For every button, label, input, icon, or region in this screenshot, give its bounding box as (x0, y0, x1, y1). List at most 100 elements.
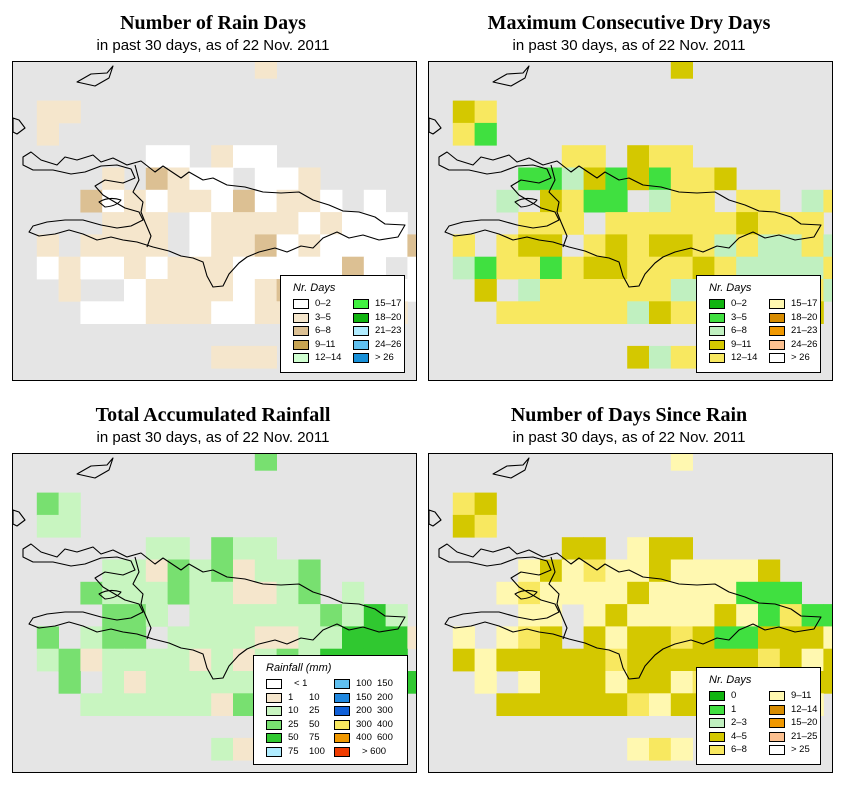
legend-range-low: 75 (288, 745, 299, 757)
grid-cell (583, 145, 606, 168)
grid-cell (496, 301, 519, 324)
grid-cell (276, 189, 299, 213)
island-outline (22, 151, 406, 288)
grid-cell (342, 234, 365, 258)
grid-cell (692, 581, 715, 605)
legend-label: 2–3 (731, 717, 747, 728)
grid-cell (124, 671, 147, 694)
grid-cell (36, 492, 59, 516)
grid-cell (736, 581, 759, 605)
legend-range-low: 400 (356, 732, 372, 743)
grid-cell (58, 492, 81, 516)
grid-cell (692, 626, 715, 650)
grid-cell (649, 581, 672, 605)
grid-cell (254, 537, 277, 560)
grid-cell (211, 256, 234, 280)
grid-cell (145, 279, 168, 302)
grid-cell (233, 301, 256, 324)
gonave-island (514, 589, 538, 600)
panel-title: Total Accumulated Rainfall (95, 404, 331, 426)
panel-subtitle: in past 30 days, as of 22 Nov. 2011 (512, 37, 746, 54)
grid-cell (145, 559, 168, 583)
grid-cell (452, 256, 475, 280)
grid-cell (670, 167, 693, 191)
grid-cell (583, 537, 606, 560)
legend-range-high: 75 (309, 732, 320, 743)
grid-cell (320, 604, 343, 627)
grid-cell (189, 301, 212, 324)
grid-cell (583, 671, 606, 694)
map-frame: Nr. Days 0–2 3–5 6–8 9–11 12–14 15–17 18–20 21–2… (12, 61, 417, 381)
grid-cell (320, 256, 343, 280)
cuba-coast (76, 457, 114, 479)
legend-box: Nr. Days 0–2 3–5 6–8 9–11 12–14 15–17 18–20 21–2… (696, 275, 821, 373)
grid-cell (605, 234, 628, 258)
grid-cell (758, 559, 781, 583)
legend-swatch (769, 353, 785, 363)
grid-cell (649, 671, 672, 694)
grid-cell (254, 559, 277, 583)
grid-cell (627, 279, 650, 302)
legend-swatch (353, 339, 369, 350)
grid-cell (211, 671, 234, 694)
grid-cell (167, 256, 190, 280)
grid-cell (496, 693, 519, 716)
grid-cell (36, 256, 59, 280)
grid-cell (583, 301, 606, 324)
grid-cell (670, 693, 693, 716)
grid-cell (561, 256, 584, 280)
grid-cell (189, 693, 212, 716)
grid-cell (385, 626, 408, 650)
legend-swatch (353, 299, 369, 309)
panel-days-since-rain: Number of Days Since Rain in past 30 day… (416, 392, 842, 782)
grid-cell (363, 604, 386, 627)
grid-cell (583, 256, 606, 280)
grid-cell (823, 648, 832, 672)
grid-cell (540, 671, 563, 694)
grid-cell (540, 301, 563, 324)
grid-cell (211, 167, 234, 191)
grid-cell (627, 648, 650, 672)
legend-label: 24–26 (375, 338, 402, 350)
grid-cell (211, 537, 234, 560)
grid-cell (583, 648, 606, 672)
map-frame: Rainfall (mm) < 1 1 10 10 25 25 50 50 75 75 100 100 1… (12, 453, 417, 773)
grid-cell (298, 604, 321, 627)
grid-cell (670, 212, 693, 235)
grid-cell (58, 671, 81, 694)
grid-cell (80, 648, 103, 672)
grid-cell (189, 648, 212, 672)
grid-cell (670, 279, 693, 302)
grid-cell (627, 537, 650, 560)
panel-title: Maximum Consecutive Dry Days (487, 12, 771, 34)
panel-title: Number of Days Since Rain (510, 404, 748, 426)
grid-cell (496, 256, 519, 280)
grid-cell (80, 189, 103, 213)
legend-swatch (709, 299, 725, 309)
legend-swatch (769, 299, 785, 309)
grid-cell (276, 604, 299, 627)
legend-swatch (709, 353, 725, 363)
grid-cell (167, 145, 190, 168)
grid-cell (167, 189, 190, 213)
grid-cell (145, 537, 168, 560)
grid-cell (496, 189, 519, 213)
grid-cell (167, 537, 190, 560)
grid-cell (583, 189, 606, 213)
grid-cell (627, 234, 650, 258)
legend-label: 9–11 (315, 338, 336, 350)
legend-label: > 26 (791, 352, 810, 363)
grid-cell (276, 167, 299, 191)
grid-cell (605, 626, 628, 650)
grid-cell (823, 626, 832, 650)
grid-cell (758, 234, 781, 258)
grid-cell (233, 345, 256, 369)
grid-cell (736, 559, 759, 583)
legend-range-high: 150 (377, 678, 393, 689)
legend-swatch (266, 719, 282, 730)
grid-cell (692, 256, 715, 280)
grid-cell (167, 671, 190, 694)
legend-range-low: 25 (288, 718, 299, 730)
grid-cell (102, 626, 125, 650)
legend-swatch (293, 299, 309, 309)
